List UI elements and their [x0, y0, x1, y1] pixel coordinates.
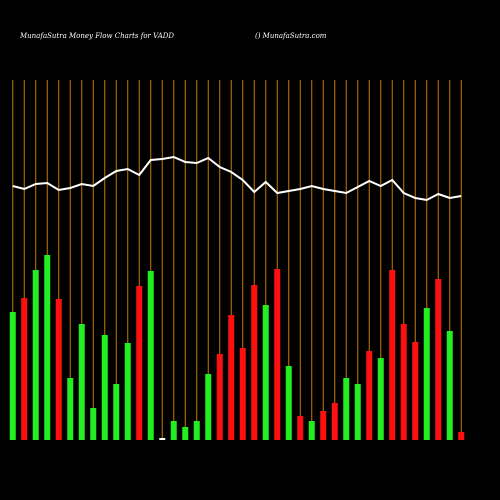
bar — [136, 286, 143, 440]
bar — [412, 342, 419, 440]
bar — [67, 378, 74, 440]
bar — [423, 308, 430, 440]
bar — [159, 438, 166, 440]
bar — [170, 421, 177, 440]
bar — [216, 354, 223, 440]
money-flow-line — [12, 155, 462, 202]
bar — [113, 384, 120, 440]
bar — [228, 315, 235, 440]
bar — [331, 403, 338, 440]
bar — [274, 269, 281, 440]
bar — [308, 421, 315, 440]
bar — [9, 312, 16, 440]
bar — [147, 271, 154, 440]
bar — [400, 324, 407, 440]
bar — [343, 378, 350, 440]
bar — [55, 299, 62, 440]
bar — [251, 285, 258, 440]
bar — [366, 351, 373, 440]
bar — [262, 305, 269, 440]
bar — [377, 358, 384, 440]
bar — [32, 270, 39, 440]
bar — [205, 374, 212, 440]
bar — [458, 432, 465, 440]
bar — [44, 255, 51, 440]
bar — [389, 270, 396, 440]
bar — [435, 279, 442, 440]
bar — [320, 411, 327, 440]
bar — [446, 331, 453, 440]
bar — [297, 416, 304, 440]
bar — [101, 335, 108, 440]
bar — [124, 343, 131, 440]
bar — [182, 427, 189, 440]
bar — [21, 298, 28, 440]
bar — [354, 384, 361, 440]
bar — [285, 366, 292, 440]
chart-subtitle: () MunafaSutra.com — [255, 32, 327, 40]
chart-title: MunafaSutra Money Flow Charts for VADD — [19, 32, 174, 40]
bar — [193, 421, 200, 440]
bar — [78, 324, 85, 440]
bar — [90, 408, 97, 440]
bar — [239, 348, 246, 440]
